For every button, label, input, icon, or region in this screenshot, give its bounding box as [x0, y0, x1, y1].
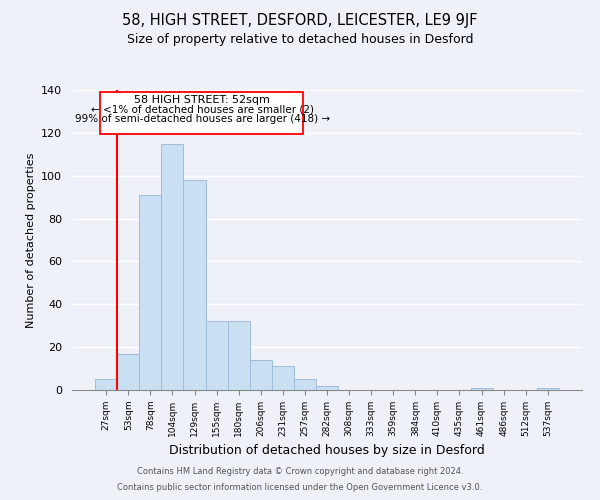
- Text: 99% of semi-detached houses are larger (418) →: 99% of semi-detached houses are larger (…: [74, 114, 330, 124]
- Bar: [294, 380, 316, 390]
- Bar: [139, 195, 161, 390]
- Bar: [95, 380, 117, 390]
- Bar: [470, 388, 493, 390]
- Bar: [206, 322, 227, 390]
- Text: 58, HIGH STREET, DESFORD, LEICESTER, LE9 9JF: 58, HIGH STREET, DESFORD, LEICESTER, LE9…: [122, 12, 478, 28]
- Bar: [272, 366, 294, 390]
- Text: Contains public sector information licensed under the Open Government Licence v3: Contains public sector information licen…: [118, 484, 482, 492]
- Text: Contains HM Land Registry data © Crown copyright and database right 2024.: Contains HM Land Registry data © Crown c…: [137, 467, 463, 476]
- Bar: [227, 322, 250, 390]
- Bar: [316, 386, 338, 390]
- FancyBboxPatch shape: [100, 92, 303, 134]
- Text: 58 HIGH STREET: 52sqm: 58 HIGH STREET: 52sqm: [134, 96, 270, 106]
- Text: ← <1% of detached houses are smaller (2): ← <1% of detached houses are smaller (2): [91, 105, 314, 115]
- Bar: [161, 144, 184, 390]
- Y-axis label: Number of detached properties: Number of detached properties: [26, 152, 35, 328]
- Text: Size of property relative to detached houses in Desford: Size of property relative to detached ho…: [127, 32, 473, 46]
- Bar: [537, 388, 559, 390]
- Bar: [117, 354, 139, 390]
- Bar: [184, 180, 206, 390]
- X-axis label: Distribution of detached houses by size in Desford: Distribution of detached houses by size …: [169, 444, 485, 458]
- Bar: [250, 360, 272, 390]
